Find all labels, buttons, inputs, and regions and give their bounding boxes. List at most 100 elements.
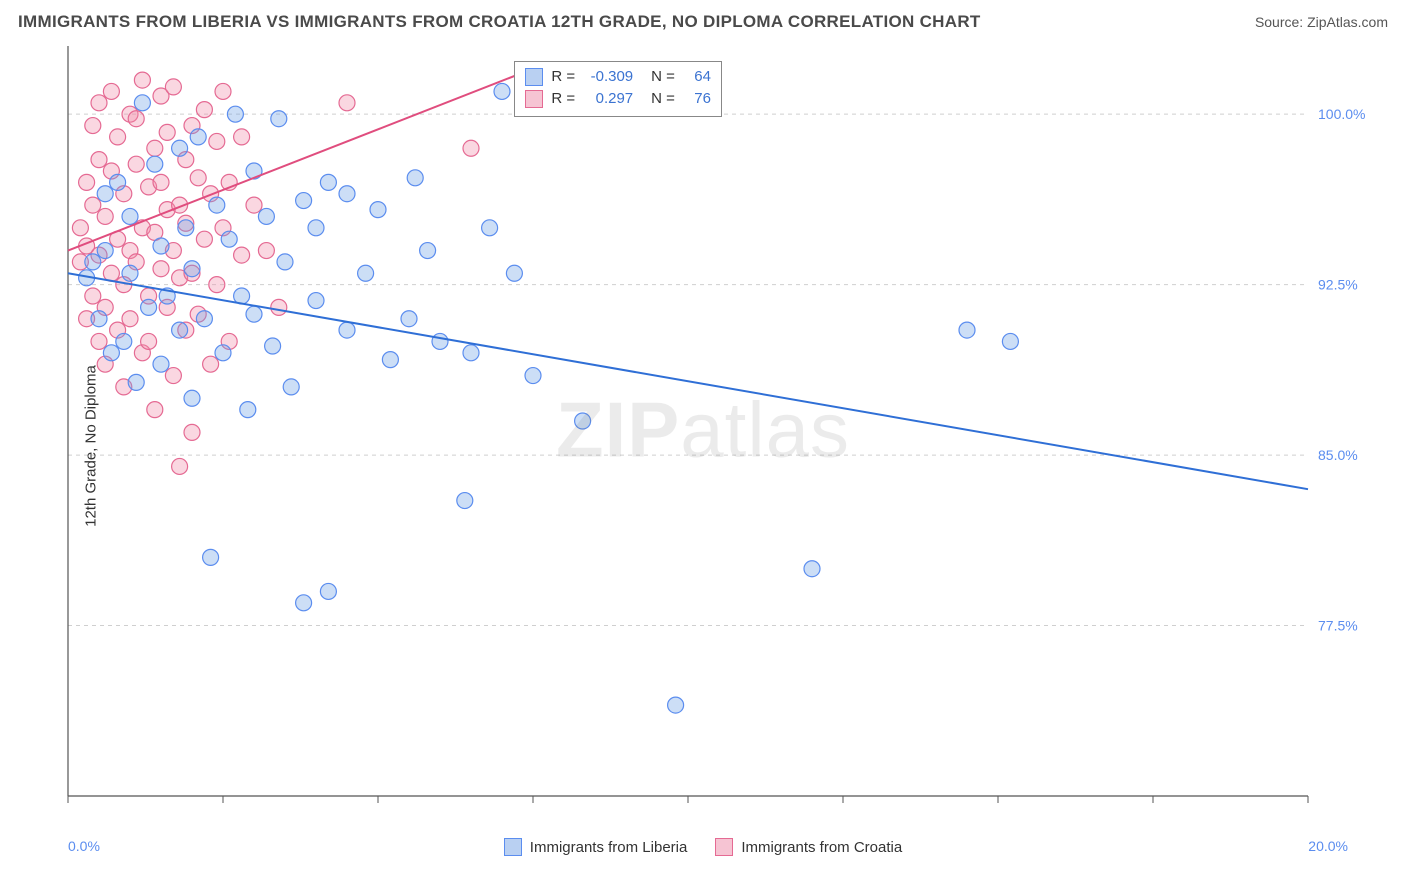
data-point: [190, 129, 206, 145]
data-point: [283, 379, 299, 395]
legend-item: Immigrants from Croatia: [715, 838, 902, 856]
data-point: [147, 156, 163, 172]
data-point: [103, 83, 119, 99]
data-point: [482, 220, 498, 236]
data-point: [196, 102, 212, 118]
data-point: [463, 140, 479, 156]
data-point: [246, 306, 262, 322]
data-point: [184, 390, 200, 406]
data-point: [668, 697, 684, 713]
page-title: IMMIGRANTS FROM LIBERIA VS IMMIGRANTS FR…: [18, 12, 981, 32]
data-point: [122, 208, 138, 224]
data-point: [463, 345, 479, 361]
data-point: [265, 338, 281, 354]
data-point: [320, 583, 336, 599]
y-tick-label: 85.0%: [1318, 447, 1358, 463]
data-point: [103, 345, 119, 361]
data-point: [215, 345, 231, 361]
data-point: [234, 129, 250, 145]
data-point: [97, 243, 113, 259]
data-point: [215, 83, 231, 99]
data-point: [165, 79, 181, 95]
data-point: [153, 174, 169, 190]
legend-item: Immigrants from Liberia: [504, 838, 688, 856]
stats-n-label: N =: [651, 88, 675, 110]
data-point: [196, 311, 212, 327]
header: IMMIGRANTS FROM LIBERIA VS IMMIGRANTS FR…: [18, 12, 1388, 32]
data-point: [203, 549, 219, 565]
data-point: [85, 197, 101, 213]
data-point: [134, 72, 150, 88]
trend-line: [68, 273, 1308, 489]
data-point: [234, 247, 250, 263]
legend-label: Immigrants from Croatia: [741, 839, 902, 856]
data-point: [358, 265, 374, 281]
data-point: [296, 595, 312, 611]
y-axis-label: 12th Grade, No Diploma: [82, 365, 99, 527]
data-point: [128, 156, 144, 172]
data-point: [308, 293, 324, 309]
stats-row: R =-0.309N =64: [525, 66, 711, 88]
data-point: [116, 333, 132, 349]
data-point: [91, 311, 107, 327]
data-point: [134, 95, 150, 111]
data-point: [339, 95, 355, 111]
data-point: [308, 220, 324, 236]
scatter-chart: 77.5%85.0%92.5%100.0%: [18, 36, 1388, 856]
stats-legend-box: R =-0.309N =64R =0.297N =76: [514, 61, 722, 117]
data-point: [72, 220, 88, 236]
data-point: [221, 231, 237, 247]
stats-n-label: N =: [651, 66, 675, 88]
data-point: [153, 238, 169, 254]
data-point: [240, 402, 256, 418]
data-point: [277, 254, 293, 270]
stats-n-value: 64: [683, 66, 711, 88]
data-point: [91, 152, 107, 168]
data-point: [97, 208, 113, 224]
data-point: [110, 129, 126, 145]
data-point: [172, 140, 188, 156]
data-point: [147, 402, 163, 418]
data-point: [97, 186, 113, 202]
y-tick-label: 92.5%: [1318, 277, 1358, 293]
data-point: [196, 231, 212, 247]
data-point: [141, 299, 157, 315]
legend-bottom: Immigrants from Liberia Immigrants from C…: [18, 838, 1388, 856]
data-point: [209, 197, 225, 213]
data-point: [575, 413, 591, 429]
data-point: [91, 333, 107, 349]
data-point: [203, 356, 219, 372]
data-point: [110, 174, 126, 190]
data-point: [85, 118, 101, 134]
legend-swatch: [504, 838, 522, 856]
data-point: [320, 174, 336, 190]
y-tick-label: 100.0%: [1318, 106, 1365, 122]
data-point: [227, 106, 243, 122]
data-point: [209, 277, 225, 293]
data-point: [271, 111, 287, 127]
data-point: [141, 333, 157, 349]
data-point: [296, 193, 312, 209]
data-point: [494, 83, 510, 99]
data-point: [184, 424, 200, 440]
data-point: [401, 311, 417, 327]
data-point: [258, 208, 274, 224]
data-point: [271, 299, 287, 315]
data-point: [209, 133, 225, 149]
data-point: [178, 220, 194, 236]
legend-swatch: [525, 68, 543, 86]
data-point: [128, 111, 144, 127]
stats-r-value: 0.297: [583, 88, 633, 110]
legend-swatch: [715, 838, 733, 856]
data-point: [172, 458, 188, 474]
data-point: [246, 197, 262, 213]
data-point: [1002, 333, 1018, 349]
data-point: [959, 322, 975, 338]
stats-n-value: 76: [683, 88, 711, 110]
data-point: [165, 368, 181, 384]
data-point: [804, 561, 820, 577]
data-point: [122, 265, 138, 281]
source-label: Source: ZipAtlas.com: [1255, 14, 1388, 30]
legend-swatch: [525, 90, 543, 108]
data-point: [457, 493, 473, 509]
